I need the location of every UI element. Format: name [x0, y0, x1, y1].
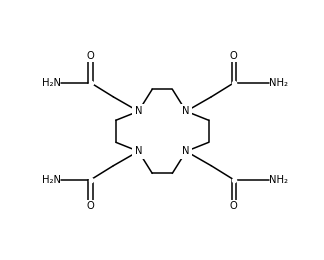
Text: H₂N: H₂N [41, 78, 61, 88]
Text: O: O [230, 51, 238, 61]
Text: O: O [230, 201, 238, 211]
Text: O: O [87, 201, 95, 211]
Text: N: N [135, 106, 142, 116]
Text: N: N [182, 146, 190, 156]
Text: N: N [135, 146, 142, 156]
Text: H₂N: H₂N [41, 175, 61, 185]
Text: N: N [182, 106, 190, 116]
Text: O: O [87, 51, 95, 61]
Text: NH₂: NH₂ [269, 175, 288, 185]
Text: NH₂: NH₂ [269, 78, 288, 88]
